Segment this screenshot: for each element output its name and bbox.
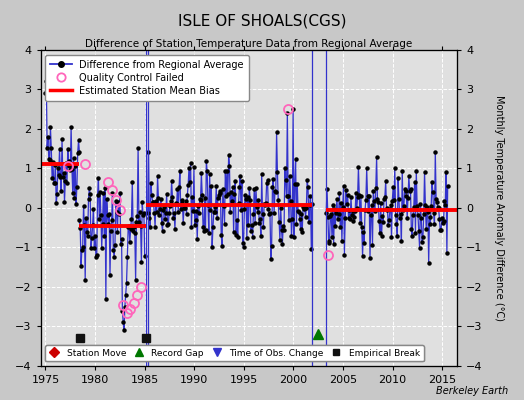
Text: ISLE OF SHOALS(CGS): ISLE OF SHOALS(CGS)	[178, 14, 346, 29]
Legend: Station Move, Record Gap, Time of Obs. Change, Empirical Break: Station Move, Record Gap, Time of Obs. C…	[45, 345, 423, 362]
Title: Difference of Station Temperature Data from Regional Average: Difference of Station Temperature Data f…	[85, 39, 412, 49]
Y-axis label: Monthly Temperature Anomaly Difference (°C): Monthly Temperature Anomaly Difference (…	[494, 95, 504, 321]
Text: Berkeley Earth: Berkeley Earth	[436, 386, 508, 396]
